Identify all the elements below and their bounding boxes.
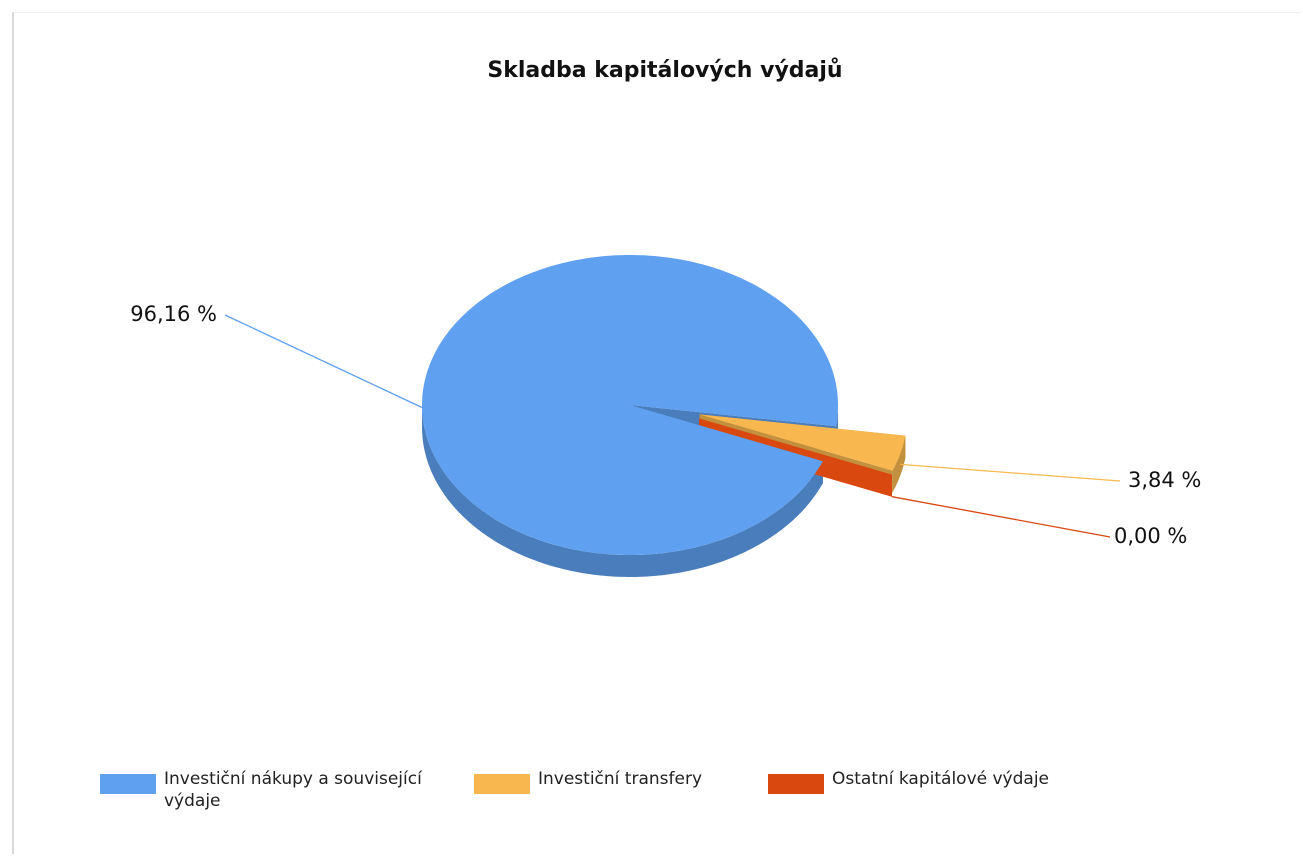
legend-item: Investiční nákupy a související výdaje [100, 768, 460, 812]
pie-slice-side [422, 405, 823, 577]
leader-line [224, 314, 423, 409]
legend-swatch [474, 774, 530, 794]
legend-item: Ostatní kapitálové výdaje [768, 768, 1168, 812]
pie-tops [422, 255, 906, 555]
chart-title: Skladba kapitálových výdajů [487, 58, 842, 83]
pie-slice [699, 414, 906, 471]
legend-item: Investiční transfery [474, 768, 754, 812]
pie-slice [699, 418, 892, 475]
legend-label: Investiční nákupy a související výdaje [164, 769, 422, 811]
legend-swatch [100, 774, 156, 794]
leader-line [891, 496, 1111, 538]
data-label: 3,84 % [1128, 468, 1201, 492]
legend: Investiční nákupy a související výdaje In… [100, 768, 1168, 812]
legend-label: Investiční transfery [538, 769, 702, 789]
pie-slice [422, 255, 838, 555]
leader-line [900, 463, 1121, 482]
chart-panel [12, 12, 1300, 854]
legend-swatch [768, 774, 824, 794]
data-label: 96,16 % [130, 302, 217, 326]
legend-label: Ostatní kapitálové výdaje [832, 769, 1050, 789]
data-label: 0,00 % [1114, 524, 1187, 548]
